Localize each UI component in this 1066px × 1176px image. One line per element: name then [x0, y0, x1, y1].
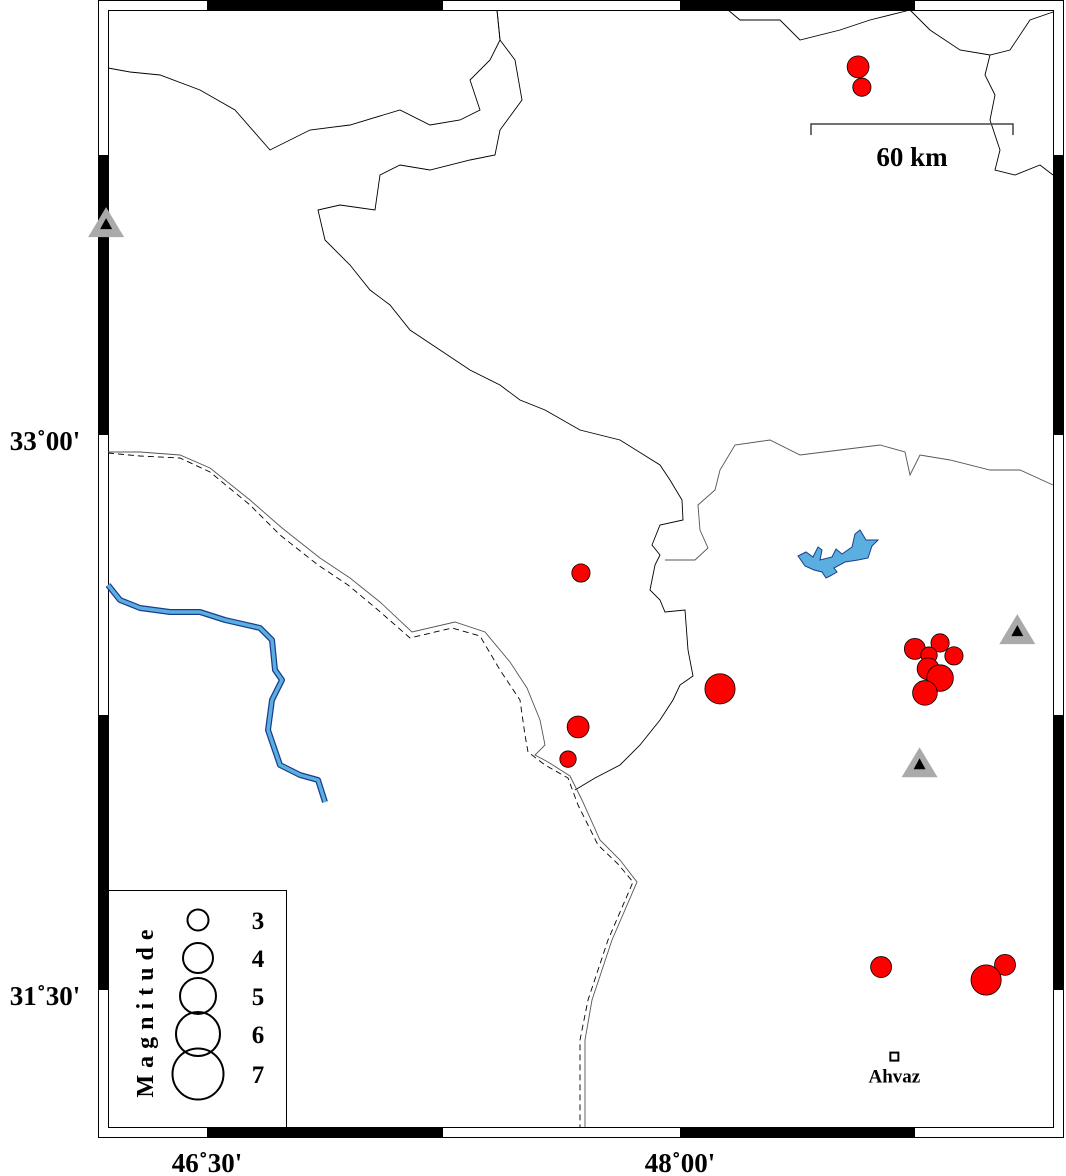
border-line [107, 9, 501, 151]
earthquake-event [870, 956, 893, 978]
legend-magnitude-label: 5 [252, 984, 265, 1011]
earthquake-event [559, 750, 577, 768]
scale-bar [810, 123, 1014, 135]
river [106, 583, 327, 803]
earthquake-event [571, 563, 591, 583]
station-inner-icon [1011, 625, 1024, 637]
legend-title: Magnitude [133, 922, 159, 1097]
stations [88, 207, 1036, 778]
earthquake-event [566, 715, 590, 739]
lat-label-33-00: 33˚00' [10, 426, 81, 456]
province-borders [107, 9, 1054, 1127]
legend-circle [182, 942, 214, 974]
legend-circle [179, 977, 217, 1015]
legend-circle [186, 908, 210, 932]
border-line [727, 9, 1054, 176]
earthquake-event [930, 633, 950, 653]
earthquake-event [912, 680, 938, 706]
earthquake-event [970, 964, 1002, 996]
city-marker [889, 1051, 900, 1062]
earthquake-event [704, 673, 736, 705]
earthquake-event [852, 77, 872, 97]
station-inner-icon [913, 758, 926, 770]
border-line [665, 439, 1054, 561]
border-line [317, 9, 694, 791]
earthquake-event [944, 646, 964, 666]
lon-label-46-30: 46˚30' [172, 1148, 243, 1176]
earthquake-events [559, 55, 1016, 996]
city-label-ahvaz: Ahvaz [868, 1067, 920, 1088]
magnitude-legend: Magnitude 3 4 5 6 7 [108, 890, 287, 1128]
lake [797, 529, 880, 579]
legend-magnitude-label: 6 [252, 1022, 265, 1049]
lat-label-31-30: 31˚30' [10, 981, 81, 1011]
legend-magnitude-label: 4 [252, 946, 265, 973]
legend-magnitude-label: 7 [252, 1062, 265, 1089]
station-inner-icon [100, 218, 113, 230]
map-frame [98, 0, 1064, 1138]
legend-circle [171, 1047, 225, 1101]
legend-magnitude-label: 3 [252, 908, 265, 935]
earthquake-event [846, 55, 870, 79]
earthquake-event [994, 953, 1016, 976]
legend-circle [175, 1011, 221, 1057]
international-border-solid [108, 451, 638, 1127]
international-border-dashed [107, 452, 634, 1127]
scale-bar-label: 60 km [876, 142, 948, 172]
lon-label-48-00: 48˚00' [645, 1148, 716, 1176]
